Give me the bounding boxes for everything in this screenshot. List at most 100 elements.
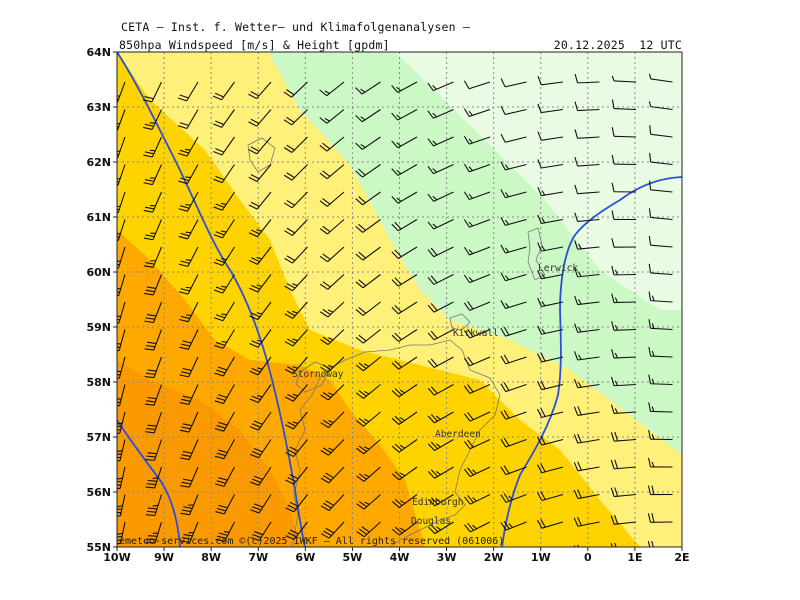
barb-feather (432, 195, 438, 201)
barb-feather (216, 369, 226, 374)
barb-staff (188, 439, 199, 460)
wind-barb (178, 164, 199, 185)
barb-feather (322, 336, 331, 343)
barb-feather (504, 275, 510, 281)
barb-staff (541, 466, 564, 474)
lon-label: 5W (343, 551, 363, 564)
wind-barb (648, 73, 673, 83)
barb-feather (537, 103, 542, 113)
barb-staff (434, 439, 454, 452)
barb-feather (214, 92, 224, 98)
latitude-labels: 64N 63N 62N 61N 60N 59N 58N 57N 56N 55N (86, 46, 117, 554)
wind-barb (537, 408, 564, 418)
barb-staff (541, 163, 564, 169)
barb-staff (506, 550, 526, 558)
barb-feather (256, 256, 262, 260)
barb-feather (146, 341, 157, 345)
barb-feather (182, 340, 192, 344)
wind-barb (500, 161, 527, 171)
barb-feather (289, 474, 299, 480)
barb-staff (257, 301, 272, 320)
barb-feather (144, 151, 154, 155)
wind-barb (573, 433, 600, 444)
wind-barb (427, 384, 454, 396)
barb-feather (508, 495, 513, 501)
barb-staff (614, 411, 637, 415)
barb-feather (537, 76, 542, 86)
wind-barb (610, 431, 637, 442)
barb-staff (577, 383, 600, 389)
wind-barb (248, 164, 272, 182)
wind-barb (214, 329, 235, 349)
barb-feather (319, 144, 328, 152)
barb-staff (292, 356, 308, 375)
coast-scotland (291, 339, 501, 547)
wind-barb (355, 411, 381, 427)
barb-feather (146, 286, 157, 289)
barb-feather (537, 270, 542, 280)
barb-feather (292, 338, 298, 342)
barb-staff (433, 219, 454, 230)
barb-feather (287, 504, 297, 510)
barb-staff (469, 163, 491, 173)
barb-feather (215, 314, 225, 319)
barb-feather (319, 117, 328, 124)
barb-staff (433, 191, 454, 202)
barb-feather (355, 170, 363, 178)
barb-feather (573, 517, 579, 527)
barb-feather (364, 446, 370, 450)
barb-feather (500, 272, 506, 282)
barb-feather (611, 99, 615, 109)
barb-feather (355, 253, 364, 261)
barb-staff (362, 246, 381, 261)
barb-staff (541, 246, 564, 252)
barb-feather (320, 339, 329, 346)
barb-feather (319, 89, 328, 97)
barb-staff (469, 136, 491, 145)
wind-barb (145, 521, 163, 544)
wind-barb (464, 494, 491, 505)
barb-feather (468, 277, 474, 282)
barb-feather (647, 540, 651, 547)
barb-feather (651, 350, 655, 357)
barb-staff (433, 108, 454, 119)
wind-barb (249, 329, 272, 348)
barb-feather (537, 408, 543, 418)
wind-barb (647, 540, 654, 547)
barb-staff (650, 383, 673, 386)
barb-staff (326, 136, 345, 152)
barb-staff (577, 493, 600, 500)
barb-feather (322, 281, 331, 288)
barb-feather (147, 479, 157, 482)
barb-staff (363, 466, 381, 482)
wind-barb (611, 182, 637, 193)
barb-feather (611, 182, 615, 192)
wind-barb (181, 550, 198, 570)
barb-staff (469, 191, 491, 201)
barb-feather (427, 138, 434, 147)
barb-feather (214, 400, 224, 405)
barb-staff (188, 384, 199, 405)
wind-barb (319, 301, 345, 318)
barb-feather (399, 389, 405, 394)
barb-feather (468, 221, 474, 227)
wind-barb (648, 208, 673, 221)
wind-barb (178, 274, 199, 295)
barb-staff (397, 109, 418, 121)
barb-feather (611, 376, 615, 386)
barb-feather (430, 303, 438, 311)
barb-feather (391, 445, 400, 453)
barb-feather (391, 251, 399, 259)
barb-feather (355, 281, 364, 289)
barb-feather (396, 142, 402, 147)
barb-staff (153, 301, 163, 323)
barb-feather (358, 473, 367, 480)
barb-staff (541, 383, 564, 391)
barb-staff (468, 108, 491, 117)
barb-staff (613, 328, 637, 331)
barb-staff (434, 384, 454, 396)
barb-feather (179, 149, 189, 154)
barb-staff (257, 356, 272, 376)
barb-staff (505, 328, 527, 337)
barb-feather (218, 394, 228, 399)
